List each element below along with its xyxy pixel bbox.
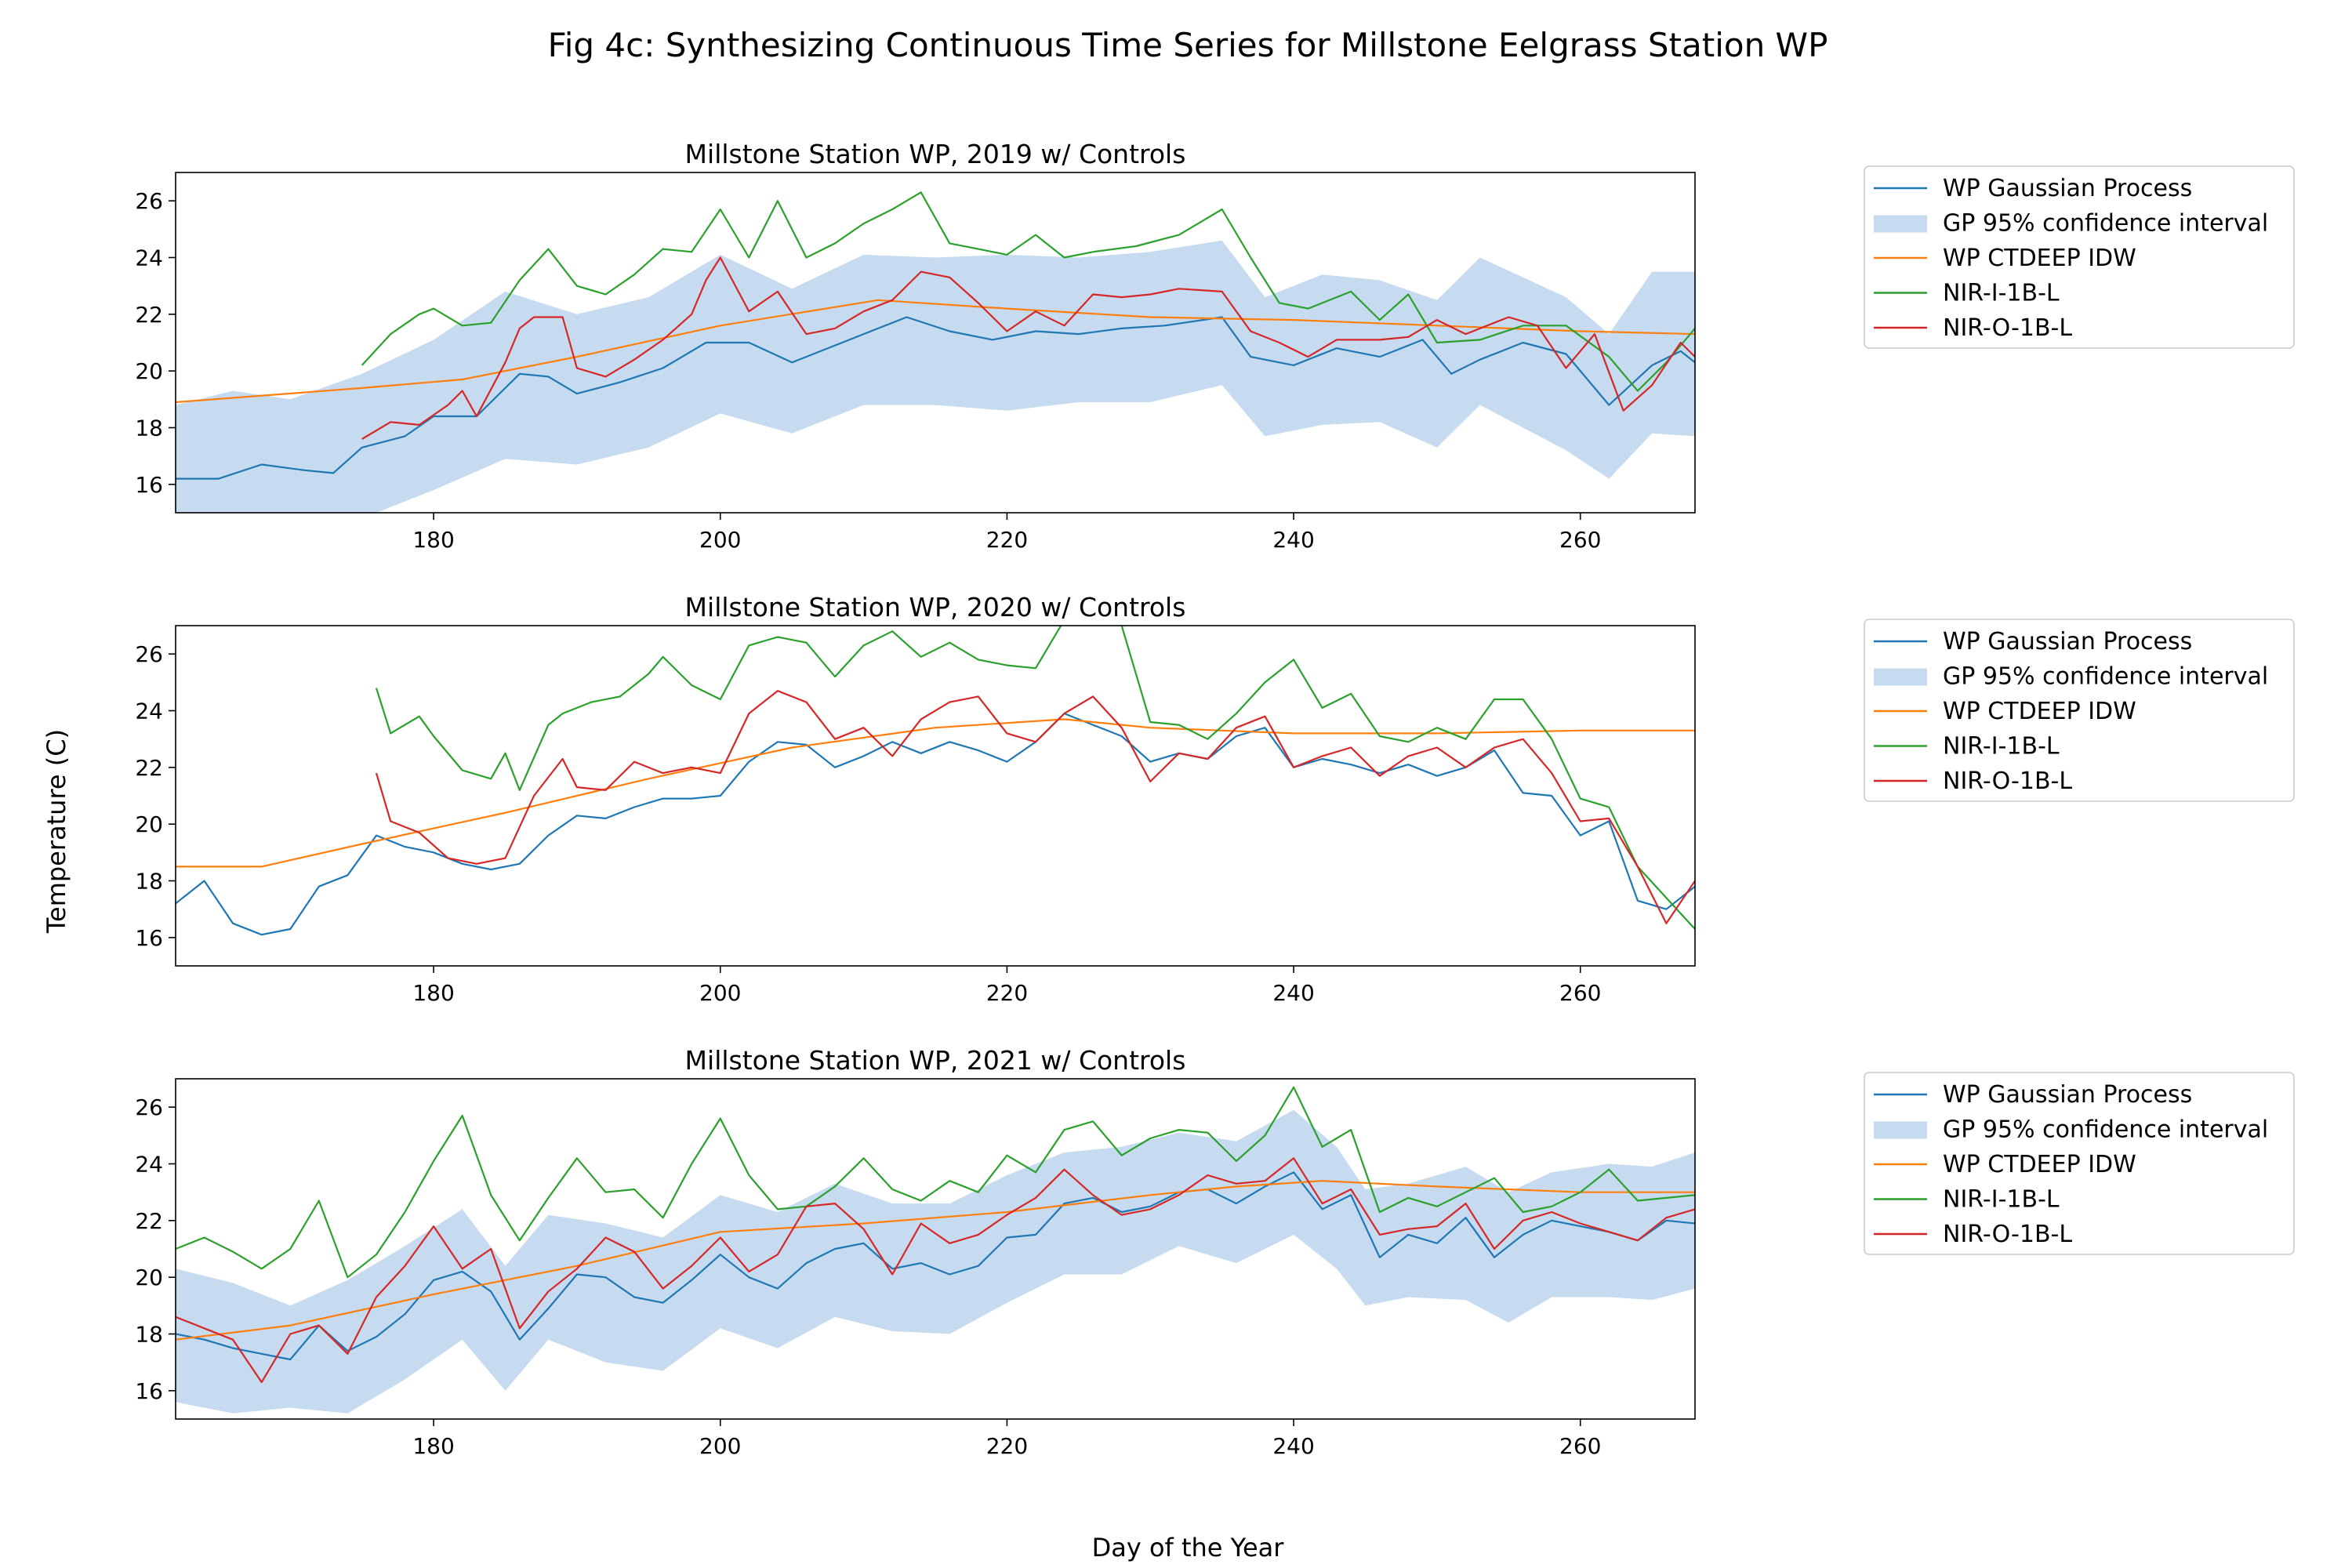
y-tick-label: 20 xyxy=(135,811,163,837)
chart-title: Millstone Station WP, 2020 w/ Controls xyxy=(685,592,1186,622)
y-tick-label: 22 xyxy=(135,1208,163,1234)
y-tick-label: 20 xyxy=(135,358,163,384)
nir-o-1b-l-line xyxy=(176,1157,1695,1384)
y-tick-label: 16 xyxy=(135,472,163,498)
y-tick-label: 26 xyxy=(135,1094,163,1120)
y-tick-label: 18 xyxy=(135,869,163,895)
legend-entry: WP Gaussian Process xyxy=(1943,1081,2192,1109)
x-tick-label: 260 xyxy=(1559,980,1601,1006)
legend: WP Gaussian Process GP 95% confidence in… xyxy=(1864,165,2295,349)
legend-entry: NIR-I-1B-L xyxy=(1943,733,2060,760)
x-tick-label: 200 xyxy=(699,1433,741,1459)
plot-area xyxy=(176,191,1695,513)
x-tick-label: 220 xyxy=(986,980,1028,1006)
y-tick-label: 18 xyxy=(135,1322,163,1348)
chart-panel-3: Millstone Station WP, 2021 w/ Controls 18… xyxy=(135,1045,2295,1459)
plot-frame xyxy=(175,625,1696,967)
ctdeep-idw-line xyxy=(176,1180,1695,1341)
x-tick-label: 180 xyxy=(412,980,454,1006)
x-tick-label: 220 xyxy=(986,527,1028,553)
x-tick-label: 260 xyxy=(1559,527,1601,553)
ctdeep-idw-line xyxy=(176,299,1695,404)
legend-entry: NIR-I-1B-L xyxy=(1943,280,2060,307)
figure-title: Fig 4c: Synthesizing Continuous Time Ser… xyxy=(548,26,1828,64)
nir-o-1b-l-line xyxy=(375,690,1695,924)
plot-frame xyxy=(175,172,1696,514)
y-tick-label: 22 xyxy=(135,302,163,328)
x-tick-label: 200 xyxy=(699,980,741,1006)
plot-frame xyxy=(175,1078,1696,1420)
nir-o-1b-l-line xyxy=(361,256,1695,440)
y-tick-label: 26 xyxy=(135,641,163,667)
x-tick-label: 200 xyxy=(699,527,741,553)
y-tick-label: 16 xyxy=(135,1378,163,1404)
x-tick-label: 240 xyxy=(1272,980,1314,1006)
nir-i-1b-l-line xyxy=(361,191,1695,392)
chart-panel-2: Millstone Station WP, 2020 w/ Controls 18… xyxy=(135,592,2295,1006)
legend: WP Gaussian Process GP 95% confidence in… xyxy=(1864,1072,2295,1255)
legend: WP Gaussian Process GP 95% confidence in… xyxy=(1864,619,2295,802)
legend-swatch-band xyxy=(1874,215,1927,233)
chart-title: Millstone Station WP, 2019 w/ Controls xyxy=(685,139,1186,169)
y-tick-label: 26 xyxy=(135,188,163,214)
legend-box xyxy=(1864,1072,2295,1255)
chart-panel-1: Millstone Station WP, 2019 w/ Controls 18… xyxy=(135,139,2295,553)
x-tick-label: 260 xyxy=(1559,1433,1601,1459)
legend-entry: NIR-O-1B-L xyxy=(1943,314,2072,342)
x-axis-label: Day of the Year xyxy=(1092,1533,1285,1563)
y-tick-label: 20 xyxy=(135,1265,163,1290)
x-tick-label: 240 xyxy=(1272,1433,1314,1459)
x-tick-label: 180 xyxy=(412,1433,454,1459)
y-tick-label: 22 xyxy=(135,755,163,781)
nir-i-1b-l-line xyxy=(176,1086,1695,1279)
legend-entry: NIR-I-1B-L xyxy=(1943,1186,2060,1214)
legend-swatch-band xyxy=(1874,668,1927,686)
plot-area xyxy=(176,1086,1695,1414)
legend-entry: WP CTDEEP IDW xyxy=(1943,698,2136,725)
chart-title: Millstone Station WP, 2021 w/ Controls xyxy=(685,1045,1186,1076)
legend-entry: NIR-O-1B-L xyxy=(1943,1221,2072,1248)
legend-entry: GP 95% confidence interval xyxy=(1943,663,2268,691)
legend-entry: GP 95% confidence interval xyxy=(1943,1116,2268,1144)
x-tick-label: 240 xyxy=(1272,527,1314,553)
legend-entry: WP CTDEEP IDW xyxy=(1943,245,2136,272)
ctdeep-idw-line xyxy=(176,718,1695,868)
nir-i-1b-l-line xyxy=(375,626,1695,930)
x-tick-label: 180 xyxy=(412,527,454,553)
gp-confidence-band xyxy=(176,240,1695,513)
gp-confidence-band xyxy=(176,1109,1695,1414)
legend-swatch-band xyxy=(1874,1121,1927,1139)
legend-entry: GP 95% confidence interval xyxy=(1943,210,2268,238)
plot-area xyxy=(176,626,1695,936)
chart-panels: Millstone Station WP, 2019 w/ Controls 18… xyxy=(135,139,2295,1459)
y-tick-label: 18 xyxy=(135,416,163,441)
y-tick-label: 24 xyxy=(135,699,163,724)
gp-line xyxy=(176,713,1695,936)
y-axis-label: Temperature (C) xyxy=(42,729,71,934)
gp-line xyxy=(176,316,1695,480)
y-tick-label: 16 xyxy=(135,925,163,951)
legend-entry: WP Gaussian Process xyxy=(1943,175,2192,202)
legend-entry: WP Gaussian Process xyxy=(1943,628,2192,655)
y-tick-label: 24 xyxy=(135,1152,163,1178)
y-tick-label: 24 xyxy=(135,245,163,271)
x-tick-label: 220 xyxy=(986,1433,1028,1459)
legend-entry: WP CTDEEP IDW xyxy=(1943,1151,2136,1178)
legend-box xyxy=(1864,619,2295,802)
legend-entry: NIR-O-1B-L xyxy=(1943,768,2072,795)
gp-line xyxy=(176,1171,1695,1361)
legend-box xyxy=(1864,165,2295,349)
